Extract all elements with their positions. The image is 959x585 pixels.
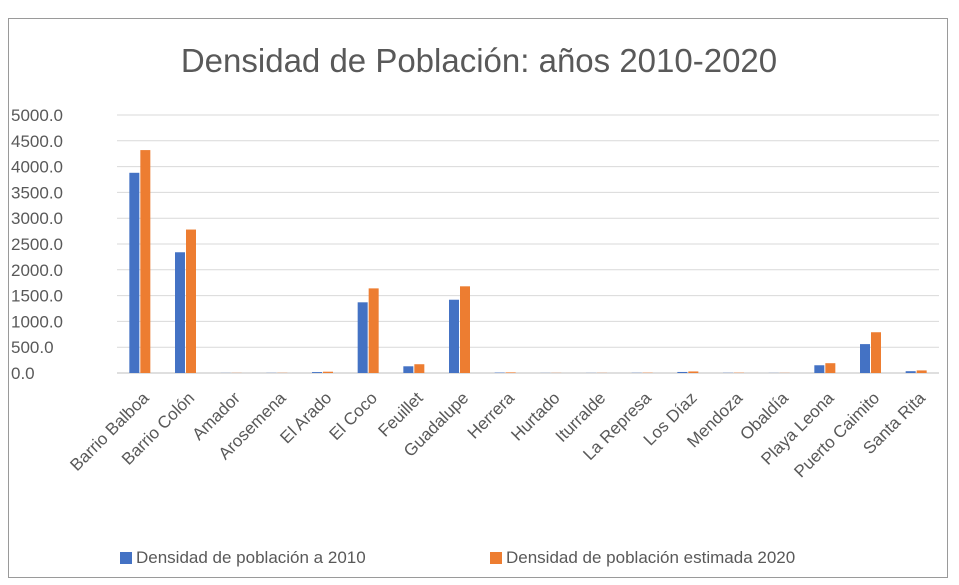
chart-frame: Densidad de Población: años 2010-2020 0.… — [8, 18, 948, 578]
y-tick-label: 2500.0 — [11, 235, 63, 254]
y-tick-label: 3500.0 — [11, 183, 63, 202]
y-tick-label: 1500.0 — [11, 287, 63, 306]
y-tick-label: 4000.0 — [11, 158, 63, 177]
bar-2020 — [186, 229, 196, 373]
bar-2010 — [860, 344, 870, 373]
y-tick-label: 2000.0 — [11, 261, 63, 280]
y-tick-label: 1000.0 — [11, 312, 63, 331]
y-tick-label: 500.0 — [11, 338, 54, 357]
bar-2020 — [414, 364, 425, 373]
y-axis-ticks: 0.0 500.0 1000.0 1500.0 2000.0 2500.0 3000.0 35… — [11, 106, 63, 383]
x-tick-label: El Coco — [325, 388, 381, 444]
bar-2010 — [905, 371, 916, 373]
bar-2020 — [368, 288, 379, 373]
bar-2020 — [505, 372, 516, 373]
x-tick-label: Barrio Balboa — [66, 388, 153, 475]
legend-label-2020: Densidad de población estimada 2020 — [506, 548, 795, 567]
bars — [129, 150, 927, 373]
bar-2010 — [312, 372, 322, 373]
bar-2010 — [403, 366, 414, 373]
bar-2010 — [357, 302, 368, 373]
x-tick-label: El Arado — [276, 388, 335, 447]
bar-2010 — [677, 371, 688, 373]
legend-label-2010: Densidad de población a 2010 — [136, 548, 366, 567]
bar-2020 — [916, 370, 927, 373]
y-tick-label: 0.0 — [11, 364, 35, 383]
bar-2020 — [825, 363, 836, 373]
bar-chart: Densidad de Población: años 2010-2020 0.… — [11, 42, 939, 567]
bar-2020 — [140, 150, 151, 373]
y-tick-label: 4500.0 — [11, 132, 63, 151]
y-tick-label: 5000.0 — [11, 106, 63, 125]
legend-swatch-2010 — [120, 552, 132, 564]
bar-2020 — [871, 332, 881, 373]
bar-2010 — [449, 299, 459, 373]
gridlines — [117, 114, 939, 374]
bar-2020 — [460, 286, 470, 373]
bar-2020 — [323, 371, 333, 373]
legend: Densidad de población a 2010 Densidad de… — [120, 548, 795, 567]
bar-2010 — [129, 172, 140, 373]
y-tick-label: 3000.0 — [11, 209, 63, 228]
chart-title: Densidad de Población: años 2010-2020 — [181, 42, 777, 79]
bar-2010 — [175, 252, 185, 373]
legend-swatch-2020 — [490, 552, 502, 564]
bar-2010 — [814, 365, 825, 373]
bar-2020 — [688, 371, 699, 373]
